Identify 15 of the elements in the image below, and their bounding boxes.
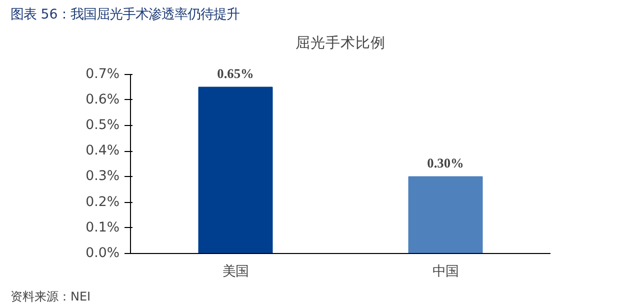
y-tick-label: 0.0%: [86, 246, 120, 261]
y-tick-label: 0.2%: [86, 194, 120, 210]
x-tick-label: 中国: [432, 264, 458, 280]
data-label: 0.30%: [427, 156, 464, 171]
y-tick-label: 0.3%: [86, 169, 120, 184]
chart-subtitle: 屈光手术比例: [296, 34, 386, 52]
y-tick-label: 0.4%: [86, 144, 120, 159]
text: 资料来源：NEI: [10, 290, 91, 304]
y-tick-label: 0.1%: [86, 220, 120, 236]
y-tick-label: 0.7%: [86, 66, 120, 82]
x-tick-label: 美国: [222, 264, 248, 280]
data-label: 0.65%: [217, 66, 254, 82]
y-tick-label: 0.5%: [86, 118, 120, 134]
chart-title: 图表 56：我国屈光手术渗透率仍待提升: [10, 6, 240, 22]
y-tick-label: 0.6%: [86, 92, 120, 108]
